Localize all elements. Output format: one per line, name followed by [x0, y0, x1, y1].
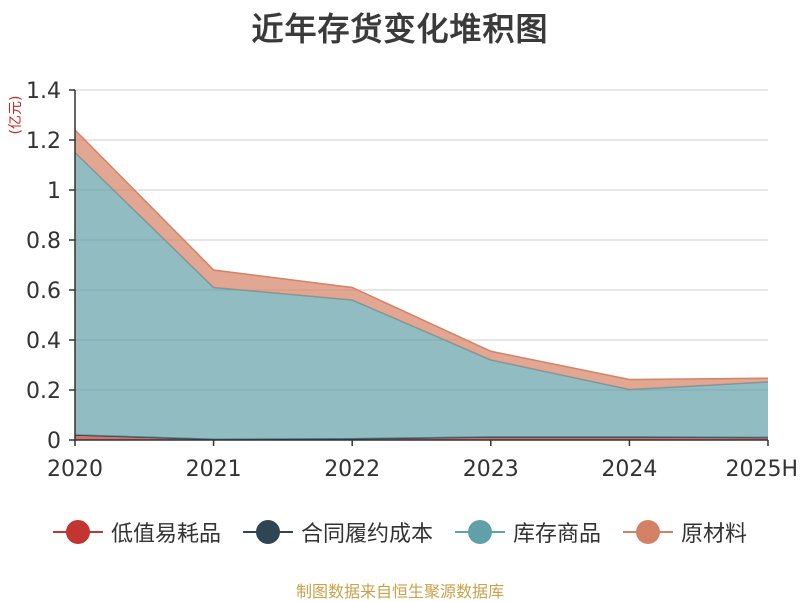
- x-tick-label: 2022: [324, 457, 380, 482]
- x-tick-label: 2025H: [725, 457, 798, 482]
- legend-label: 库存商品: [513, 522, 602, 547]
- legend-marker-icon: [455, 520, 505, 544]
- legend-item-合同履约成本[interactable]: 合同履约成本: [242, 516, 433, 548]
- y-tick-label: 0.8: [26, 229, 61, 254]
- y-tick-label: 0.6: [26, 279, 61, 304]
- legend-label: 低值易耗品: [110, 522, 221, 547]
- legend-label: 原材料: [681, 522, 748, 547]
- y-unit-label: (亿元): [8, 96, 24, 135]
- legend-marker-icon: [52, 520, 103, 544]
- legend-marker-icon: [623, 520, 674, 544]
- y-tick-label: 1.2: [26, 129, 61, 154]
- y-tick-label: 1: [47, 179, 61, 204]
- chart-title: 近年存货变化堆积图: [251, 10, 549, 48]
- y-tick-label: 0: [47, 429, 61, 454]
- x-tick-label: 2024: [601, 457, 657, 482]
- x-tick-label: 2020: [47, 457, 103, 482]
- area-series-0: [75, 435, 768, 440]
- y-tick-label: 0.4: [26, 329, 61, 354]
- y-tick-label: 1.4: [26, 79, 61, 104]
- legend-marker-icon: [242, 520, 293, 544]
- x-tick-label: 2023: [463, 457, 519, 482]
- legend-item-低值易耗品[interactable]: 低值易耗品: [52, 516, 221, 548]
- x-tick-label: 2021: [186, 457, 242, 482]
- y-tick-label: 0.2: [26, 379, 61, 404]
- legend-label: 合同履约成本: [300, 522, 433, 547]
- line-series-3: [74, 129, 769, 381]
- legend: 低值易耗品 合同履约成本 库存商品 原材料: [0, 516, 800, 548]
- legend-item-库存商品[interactable]: 库存商品: [455, 516, 601, 548]
- area-series-2: [75, 152, 768, 440]
- legend-item-原材料[interactable]: 原材料: [623, 516, 747, 548]
- data-source-note: 制图数据来自恒生聚源数据库: [295, 582, 504, 601]
